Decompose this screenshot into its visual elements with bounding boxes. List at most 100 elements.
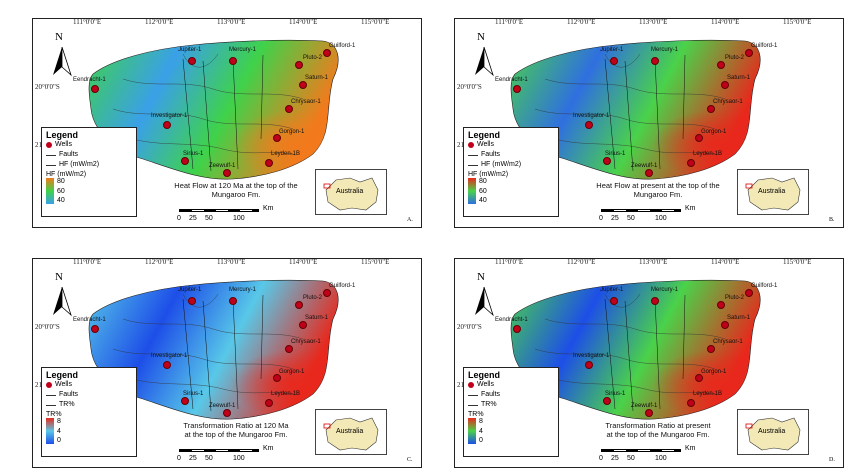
- legend-faults: Faults: [46, 150, 132, 160]
- legend-wells: Wells: [468, 380, 554, 390]
- longitude-tick: 114°0'0"E: [711, 18, 740, 26]
- colorbar-title: HF (mW/m2): [46, 171, 87, 178]
- well-icon: [468, 142, 474, 148]
- contour-line-icon: [468, 164, 478, 166]
- fault-line-icon: [46, 394, 56, 396]
- scale-tick: 50: [205, 215, 213, 222]
- longitude-tick: 115°0'0"E: [361, 258, 390, 266]
- well-marker: [285, 105, 293, 113]
- well-label: Sirius-1: [605, 151, 626, 157]
- well-marker: [717, 61, 725, 69]
- well-marker: [299, 321, 307, 329]
- fault-lines: [182, 294, 264, 412]
- well-label: Jupiter-1: [600, 47, 624, 53]
- map-caption: Transformation Ratio at 120 Ma at the top…: [183, 421, 289, 439]
- well-marker: [707, 105, 715, 113]
- legend-title: Legend: [46, 130, 79, 140]
- inset-label: Australia: [758, 428, 786, 435]
- map-panel-d: 111°0'0"E 112°0'0"E 113°0'0"E 114°0'0"E 115°…: [454, 258, 844, 468]
- well-label: Gorgon-1: [279, 129, 305, 135]
- well-label: Gorgon-1: [279, 369, 305, 375]
- well-marker: [585, 361, 593, 369]
- map-panel-c: 111°0'0"E 112°0'0"E 113°0'0"E 114°0'0"E 115°…: [32, 258, 422, 468]
- legend-wells: Wells: [468, 140, 554, 150]
- scale-bar: [601, 209, 681, 212]
- well-label: Saturn-1: [727, 315, 751, 321]
- contour-map: [88, 39, 339, 180]
- well-label: Saturn-1: [727, 75, 751, 81]
- map-caption: Transformation Ratio at present at the to…: [605, 421, 711, 439]
- well-marker: [610, 297, 618, 305]
- longitude-tick: 112°0'0"E: [567, 18, 596, 26]
- well-marker: [717, 301, 725, 309]
- longitude-tick: 113°0'0"E: [217, 18, 246, 26]
- colorbar: 80 60 40: [46, 178, 132, 204]
- well-label: Leyden-1B: [693, 151, 723, 157]
- well-label: Zeewulf-1: [209, 163, 236, 169]
- well-marker: [695, 134, 703, 142]
- well-label: Mercury-1: [651, 287, 679, 293]
- well-marker: [295, 301, 303, 309]
- legend-title: Legend: [468, 370, 501, 380]
- map-panel-b: 111°0'0"E 112°0'0"E 113°0'0"E 114°0'0"E 115°…: [454, 18, 844, 228]
- contour-line-icon: [46, 164, 56, 166]
- longitude-tick: 112°0'0"E: [145, 18, 174, 26]
- well-label: Sirius-1: [183, 391, 204, 397]
- scale-unit: Km: [685, 205, 696, 212]
- scale-bar: [179, 209, 259, 212]
- north-arrow-icon: [475, 287, 494, 317]
- panel-letter: A.: [407, 217, 413, 223]
- well-marker: [188, 297, 196, 305]
- well-label: Chrysaor-1: [713, 339, 743, 345]
- well-marker: [323, 49, 331, 57]
- well-label: Sirius-1: [183, 151, 204, 157]
- well-icon: [46, 382, 52, 388]
- well-label: Leyden-1B: [271, 151, 301, 157]
- colorbar-title: TR%: [46, 411, 62, 418]
- contour-lines: [112, 293, 304, 396]
- latitude-tick: 20°0'0"S: [457, 83, 482, 91]
- well-marker: [585, 121, 593, 129]
- longitude-tick: 114°0'0"E: [289, 258, 318, 266]
- well-marker: [695, 374, 703, 382]
- well-label: Pluto-2: [725, 55, 745, 61]
- scale-tick: 25: [189, 215, 197, 222]
- legend-contour: TR%: [46, 400, 132, 410]
- well-marker: [181, 397, 189, 405]
- colorbar: 80 60 40: [468, 178, 554, 204]
- longitude-tick: 114°0'0"E: [711, 258, 740, 266]
- well-label: Zeewulf-1: [631, 403, 658, 409]
- well-marker: [645, 169, 653, 177]
- legend-faults: Faults: [468, 390, 554, 400]
- well-label: Eendracht-1: [495, 77, 528, 83]
- longitude-tick: 111°0'0"E: [495, 18, 524, 26]
- scale-bar: [601, 449, 681, 452]
- fault-line-icon: [46, 154, 56, 156]
- north-label: N: [55, 31, 63, 43]
- well-label: Eendracht-1: [73, 317, 106, 323]
- inset-label: Australia: [758, 188, 786, 195]
- legend-contour: HF (mW/m2): [468, 160, 554, 170]
- longitude-tick: 114°0'0"E: [289, 18, 318, 26]
- contour-lines: [534, 293, 726, 396]
- contour-line-icon: [46, 404, 56, 406]
- latitude-tick: 20°0'0"S: [457, 323, 482, 331]
- well-label: Chrysaor-1: [713, 99, 743, 105]
- latitude-tick: 20°0'0"S: [35, 323, 60, 331]
- well-icon: [468, 382, 474, 388]
- well-marker: [745, 289, 753, 297]
- well-marker: [513, 85, 521, 93]
- scale-tick: 25: [189, 455, 197, 462]
- scale-tick: 100: [655, 455, 667, 462]
- scale-tick: 0: [177, 455, 181, 462]
- fault-lines: [604, 54, 686, 172]
- well-label: Zeewulf-1: [631, 163, 658, 169]
- scale-tick: 0: [177, 215, 181, 222]
- scale-tick: 0: [599, 215, 603, 222]
- longitude-tick: 115°0'0"E: [783, 258, 812, 266]
- fault-lines: [182, 54, 264, 172]
- fault-lines: [604, 294, 686, 412]
- colorbar-title: HF (mW/m2): [468, 171, 509, 178]
- scale-tick: 50: [627, 215, 635, 222]
